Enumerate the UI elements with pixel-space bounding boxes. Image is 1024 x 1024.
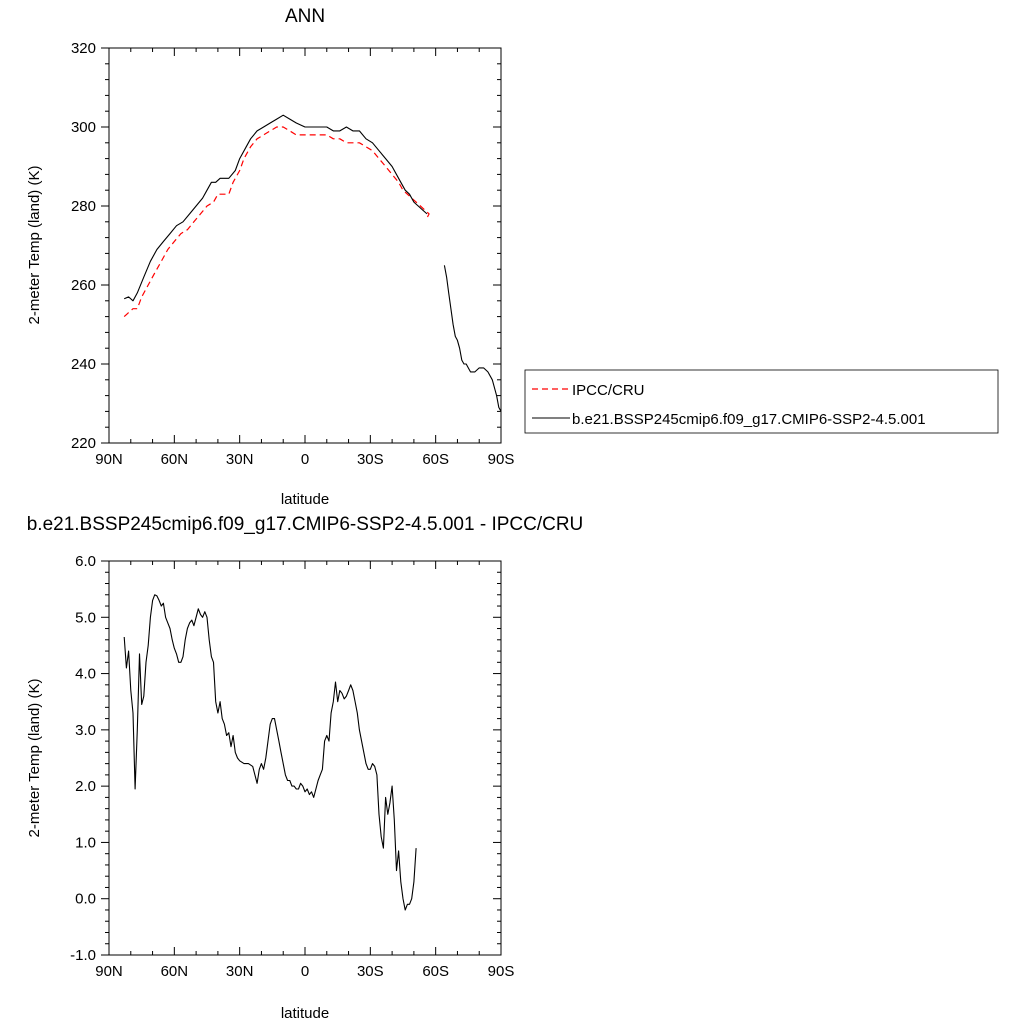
panel2-axes: 90N 60N 30N 0 30S 60S 90S -1.0 0.0 1.0 2.0 3.0 4.0 5.… <box>70 553 514 980</box>
legend-box <box>524 369 999 434</box>
panel2-x-axis-label: latitude <box>281 1005 329 1022</box>
x-tick-label: 30N <box>226 451 254 468</box>
x-tick-label: 0 <box>301 963 309 980</box>
x-tick-label: 90S <box>488 451 515 468</box>
y-tick-label: 0.0 <box>75 891 96 908</box>
y-tick-label: 300 <box>71 119 96 136</box>
series-line-ipcc-cru <box>123 126 430 318</box>
y-tick-label: 320 <box>71 40 96 57</box>
x-tick-label: 60S <box>422 963 449 980</box>
panel1-series <box>123 114 502 412</box>
legend-label-model: b.e21.BSSP245cmip6.f09_g17.CMIP6-SSP2-4.… <box>572 411 926 428</box>
y-tick-label: 260 <box>71 277 96 294</box>
panel2-series <box>123 594 417 911</box>
panel2-frame <box>108 560 502 956</box>
x-tick-label: 60N <box>161 963 189 980</box>
y-tick-label: -1.0 <box>70 947 96 964</box>
panel1-axes: 90N 60N 30N 0 30S 60S 90S 220 240 260 280 300 320 <box>71 40 514 468</box>
y-tick-label: 4.0 <box>75 666 96 683</box>
x-tick-label: 90S <box>488 963 515 980</box>
x-tick-label: 30N <box>226 963 254 980</box>
y-tick-label: 280 <box>71 198 96 215</box>
panel1-frame <box>108 47 502 444</box>
series-line-difference <box>123 594 417 911</box>
x-tick-label: 90N <box>95 451 123 468</box>
y-tick-label: 220 <box>71 435 96 452</box>
panel2-title: b.e21.BSSP245cmip6.f09_g17.CMIP6-SSP2-4.… <box>27 514 584 535</box>
x-tick-label: 90N <box>95 963 123 980</box>
series-line-model <box>443 265 502 412</box>
annual-temperature-panel: ANN 2-meter Temp (land) (K) latitude 90N… <box>26 6 514 508</box>
y-tick-label: 240 <box>71 356 96 373</box>
series-line-model <box>123 114 428 302</box>
panel2-y-axis-label: 2-meter Temp (land) (K) <box>26 679 43 838</box>
y-tick-label: 5.0 <box>75 609 96 626</box>
legend: IPCC/CRU b.e21.BSSP245cmip6.f09_g17.CMIP… <box>524 369 999 434</box>
x-tick-label: 60N <box>161 451 189 468</box>
y-tick-label: 6.0 <box>75 553 96 570</box>
panel1-y-axis-label: 2-meter Temp (land) (K) <box>26 166 43 325</box>
x-tick-label: 30S <box>357 963 384 980</box>
legend-label-ipcc-cru: IPCC/CRU <box>572 382 645 399</box>
x-tick-label: 30S <box>357 451 384 468</box>
x-tick-label: 60S <box>422 451 449 468</box>
y-tick-label: 1.0 <box>75 834 96 851</box>
panel1-title: ANN <box>285 6 325 27</box>
panel1-x-axis-label: latitude <box>281 491 329 508</box>
y-tick-label: 2.0 <box>75 778 96 795</box>
y-tick-label: 3.0 <box>75 722 96 739</box>
difference-panel: b.e21.BSSP245cmip6.f09_g17.CMIP6-SSP2-4.… <box>26 514 583 1022</box>
x-tick-label: 0 <box>301 451 309 468</box>
